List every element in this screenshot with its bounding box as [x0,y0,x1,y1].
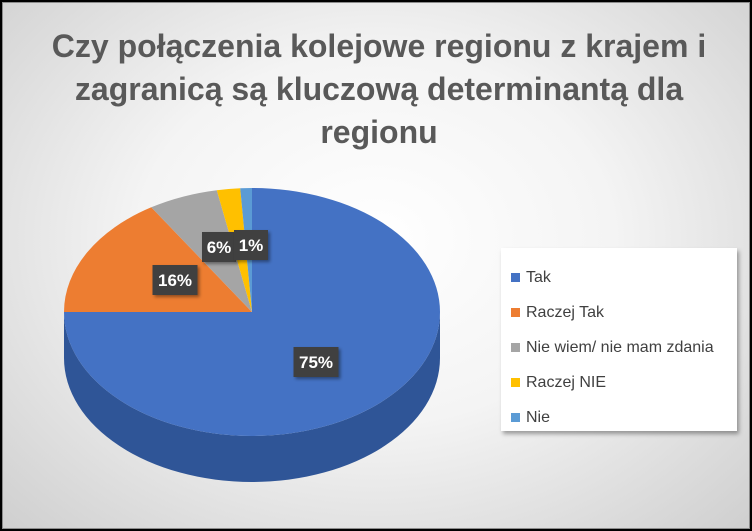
data-label-text: 1% [239,236,264,255]
legend-swatch [511,378,520,387]
legend-item-nie: Nie [511,400,737,435]
legend-swatch [511,413,520,422]
legend-label: Raczej NIE [526,373,607,391]
pie-data-labels: 75% 16% 6% 1% [152,230,339,377]
legend-label: Nie [526,408,551,426]
data-label-box [202,232,236,262]
legend-item-raczej-nie: Raczej NIE [511,365,737,400]
data-label-box [234,230,268,260]
data-label-text: 16% [158,271,192,290]
legend-label: Nie wiem/ nie mam zdania [526,338,714,356]
legend-swatch [511,273,520,282]
legend-item-raczej-tak: Raczej Tak [511,295,737,330]
pie-top [64,188,440,436]
legend-label: Raczej Tak [526,303,604,321]
chart-title: Czy połączenia kolejowe regionu z krajem… [51,28,707,150]
pie-slice-nie-wiem-nie-mam-zdania [151,190,252,312]
pie-slice-raczej-tak [64,207,252,312]
legend-item-tak: Tak [511,260,737,295]
data-label-box [152,265,198,295]
data-label-text: 75% [299,353,333,372]
data-label-box [293,347,339,377]
data-label-nie: 1% [234,230,268,260]
pie-side-tak [64,312,440,482]
legend-label: Tak [526,268,551,286]
data-label-tak: 75% [293,347,339,377]
legend-item-nie-wiem-nie-mam-zdania: Nie wiem/ nie mam zdania [511,330,737,365]
legend: Tak Raczej Tak Nie wiem/ nie mam zdania Rac… [501,248,737,431]
data-label-text: 6% [207,238,232,257]
pie-depth [64,312,440,482]
legend-swatch [511,343,520,352]
data-label-raczej-tak: 16% [152,265,198,295]
data-label-nie-wiem-nie-mam-zdania: 6% [202,232,236,262]
legend-swatch [511,308,520,317]
